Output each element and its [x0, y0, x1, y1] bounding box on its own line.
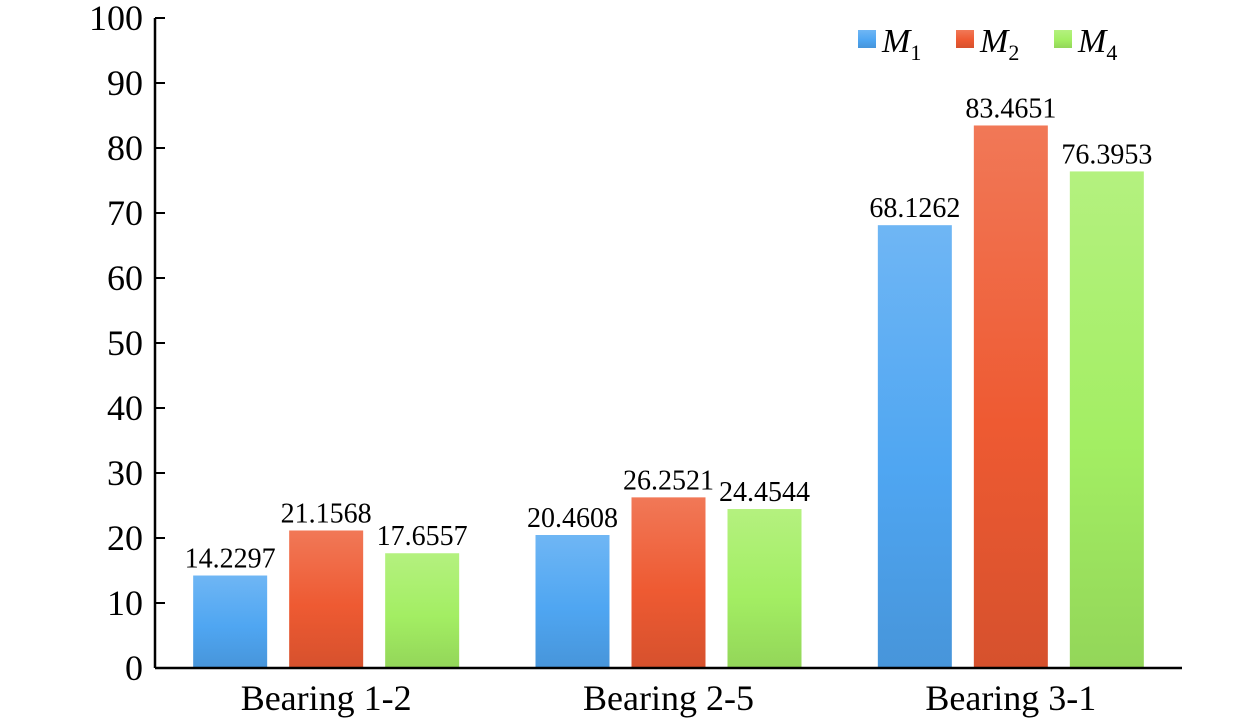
y-tick-label: 40 — [107, 388, 143, 428]
y-tick-label: 80 — [107, 128, 143, 168]
legend-label-subscript: 4 — [1106, 40, 1117, 65]
y-tick-label: 0 — [125, 648, 143, 688]
bar-m2-2 — [631, 497, 706, 668]
data-label: 14.2297 — [185, 544, 276, 575]
bars-layer — [193, 125, 1144, 669]
y-tick-label: 100 — [89, 0, 143, 38]
legend-label-subscript: 2 — [1008, 40, 1019, 65]
bar-m1-2 — [535, 535, 610, 668]
bar-m4-1 — [385, 553, 460, 668]
y-tick-label: 90 — [107, 63, 143, 103]
legend-swatch-m4 — [1054, 30, 1072, 48]
y-tick-label: 30 — [107, 453, 143, 493]
legend-label-m4: M4 — [1077, 23, 1117, 65]
data-label: 20.4608 — [527, 503, 618, 534]
data-label: 17.6557 — [377, 521, 468, 552]
bar-m1-1 — [193, 575, 268, 668]
bar-m4-2 — [727, 509, 802, 668]
data-label: 24.4544 — [719, 477, 810, 508]
legend-label-main: M — [979, 23, 1010, 60]
bar-m2-1 — [289, 530, 364, 668]
bar-m4-3 — [1069, 171, 1144, 669]
legend-label-m1: M1 — [881, 23, 921, 65]
legend-label-main: M — [1077, 23, 1108, 60]
x-tick-label: Bearing 2-5 — [583, 678, 754, 718]
legend-label-subscript: 1 — [910, 40, 921, 65]
y-tick-label: 50 — [107, 323, 143, 363]
data-label: 68.1262 — [869, 193, 960, 224]
data-label: 83.4651 — [965, 93, 1056, 124]
data-label: 76.3953 — [1061, 139, 1152, 170]
data-label: 26.2521 — [623, 465, 714, 496]
bar-m2-3 — [973, 125, 1048, 668]
axes-layer: Bearing 1-2 Bearing 2-5 Bearing 3-1 0 10 20 30… — [89, 0, 1182, 718]
x-tick-label: Bearing 1-2 — [241, 678, 412, 718]
y-tick-label: 70 — [107, 193, 143, 233]
legend-swatch-m2 — [956, 30, 974, 48]
y-tick-label: 20 — [107, 518, 143, 558]
legend-label-m2: M2 — [979, 23, 1019, 65]
bar-m1-3 — [877, 225, 952, 669]
legend-label-main: M — [881, 23, 912, 60]
data-label: 21.1568 — [281, 498, 372, 529]
legend-swatch-m1 — [858, 30, 876, 48]
y-tick-label: 10 — [107, 583, 143, 623]
legend: M1 M2 M4 — [858, 23, 1117, 65]
y-tick-label: 60 — [107, 258, 143, 298]
x-tick-label: Bearing 3-1 — [925, 678, 1096, 718]
